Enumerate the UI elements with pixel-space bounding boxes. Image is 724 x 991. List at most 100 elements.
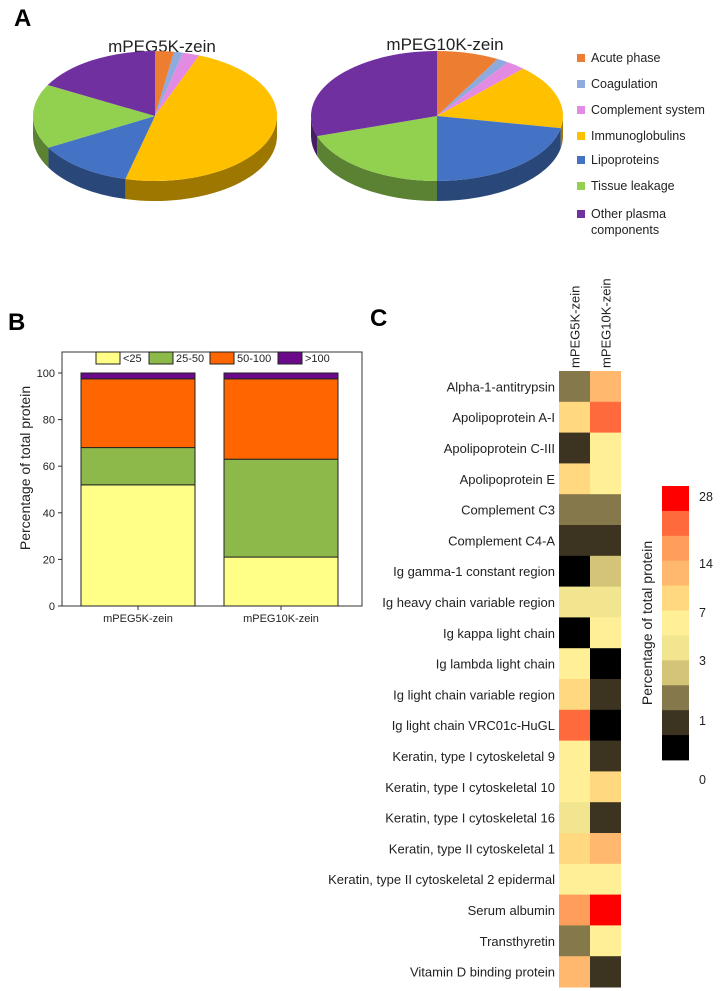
heatmap-row-label: Apolipoprotein C-III <box>444 441 555 456</box>
panel-label-b: B <box>8 309 25 336</box>
heatmap-cell-vitamin-d-binding-protein-mpeg5k-zein <box>559 956 590 988</box>
heatmap-cell-keratin-type-i-cytoskeletal-9-mpeg10k-zein <box>590 740 621 772</box>
pie-mpeg5k-slice-other-plasma-components <box>47 51 155 116</box>
pie-mpeg5k-slice-coagulation <box>155 51 184 116</box>
heatmap-cell-ig-kappa-light-chain-mpeg10k-zein <box>590 617 621 649</box>
heatmap-cell-keratin-type-i-cytoskeletal-9-mpeg5k-zein <box>559 740 590 772</box>
colorbar-segment <box>662 585 689 611</box>
pie-mpeg10k-slice-other-plasma-components <box>310 51 437 137</box>
heatmap-cell-apolipoprotein-e-mpeg10k-zein <box>590 463 621 495</box>
legend-label-immunoglobulins: Immunoglobulins <box>591 129 686 143</box>
panel-label-c: C <box>370 305 387 332</box>
heatmap-cell-keratin-type-ii-cytoskeletal-1-mpeg10k-zein <box>590 833 621 865</box>
heatmap-cell-complement-c4-a-mpeg10k-zein <box>590 525 621 557</box>
panel-label-a: A <box>14 5 31 32</box>
colorbar-tick-label: 28 <box>699 490 713 504</box>
heatmap-row-label: Keratin, type II cytoskeletal 1 <box>389 841 555 856</box>
heatmap-cell-keratin-type-ii-cytoskeletal-2-epidermal-mpeg5k-zein <box>559 863 590 896</box>
pie-mpeg10k-side-lipoproteins <box>437 128 561 201</box>
pie-chart-mpeg5k: mPEG5K-zein <box>32 37 277 201</box>
heatmap-cell-ig-heavy-chain-variable-region-mpeg5k-zein <box>559 586 590 618</box>
colorbar-tick-label: 0 <box>699 773 706 787</box>
heatmap-row-label: Alpha-1-antitrypsin <box>447 379 555 394</box>
pie-mpeg5k-slice-lipoproteins <box>48 116 156 180</box>
pie-mpeg10k-slice-coagulation <box>437 59 508 116</box>
heatmap-cell-ig-light-chain-variable-region-mpeg10k-zein <box>590 679 621 711</box>
heatmap-row-label: Ig gamma-1 constant region <box>393 564 555 579</box>
colorbar-tick-label: 3 <box>699 654 706 668</box>
bar-x-tick-label: mPEG5K-zein <box>103 613 173 625</box>
heatmap-row-label: Ig lambda light chain <box>436 657 555 672</box>
legend-label-other-plasma-components-line2: components <box>591 223 659 237</box>
bar-x-tick-label: mPEG10K-zein <box>243 613 319 625</box>
heatmap-cell-ig-lambda-light-chain-mpeg5k-zein <box>559 648 590 680</box>
pie-mpeg5k-slice-complement-system <box>155 52 200 116</box>
heatmap-cell-ig-kappa-light-chain-mpeg5k-zein <box>559 617 590 649</box>
pie-title-mpeg5k: mPEG5K-zein <box>108 37 216 56</box>
heatmap-row-label: Transthyretin <box>480 934 555 949</box>
bar-segment-mpeg10k-zein-25-50 <box>223 458 339 558</box>
colorbar-segment <box>662 660 689 686</box>
heatmap-cell-transthyretin-mpeg10k-zein <box>590 925 621 957</box>
heatmap-cell-keratin-type-ii-cytoskeletal-1-mpeg5k-zein <box>559 833 590 865</box>
heatmap-cell-alpha-1-antitrypsin-mpeg10k-zein <box>590 371 621 403</box>
bar-segment-mpeg10k-zein-gt100 <box>223 372 339 380</box>
heatmap-cell-transthyretin-mpeg5k-zein <box>559 925 590 957</box>
heatmap-cell-ig-lambda-light-chain-mpeg10k-zein <box>590 648 621 680</box>
bar-y-tick-label: 40 <box>43 508 55 520</box>
heatmap-cell-complement-c3-mpeg5k-zein <box>559 494 590 526</box>
bar-y-axis-label: Percentage of total protein <box>17 386 33 550</box>
pie-mpeg10k-side-immunoglobulins <box>560 116 563 149</box>
stacked-bar-chart: Percentage of total protein 0 20 40 60 80 100… <box>17 351 363 625</box>
heatmap-row-label: Ig light chain variable region <box>393 687 555 702</box>
bar-segment-mpeg5k-zein-lt25 <box>80 484 196 607</box>
legend-swatch-acute-phase <box>577 54 585 62</box>
heatmap-row-label: Complement C3 <box>461 503 555 518</box>
bar-y-tick-label: 100 <box>37 368 55 380</box>
colorbar-segment <box>662 685 689 711</box>
colorbar-tick-label: 7 <box>699 606 706 620</box>
legend-label-complement-system: Complement system <box>591 103 705 117</box>
bar-y-tick-label: 20 <box>43 554 55 566</box>
colorbar: Percentage of total protein 28 14 7 3 1 0 <box>639 486 713 787</box>
heatmap: Alpha-1-antitrypsin Apolipoprotein A-I Apo… <box>328 278 621 988</box>
colorbar-segment <box>662 535 689 562</box>
colorbar-segment <box>662 735 689 761</box>
pie-mpeg5k-side-tissue-leakage <box>33 116 49 168</box>
pie-legend: Acute phase Coagulation Complement system I… <box>577 51 705 237</box>
heatmap-cell-ig-gamma-1-constant-region-mpeg5k-zein <box>559 555 590 588</box>
bar-y-tick-label: 80 <box>43 415 55 427</box>
bar-legend-swatch <box>95 351 121 365</box>
heatmap-cell-apolipoprotein-c-iii-mpeg5k-zein <box>559 432 590 464</box>
heatmap-row-label: Apolipoprotein A-I <box>452 410 555 425</box>
heatmap-cell-ig-heavy-chain-variable-region-mpeg10k-zein <box>590 586 621 618</box>
pie-mpeg5k-slice-immunoglobulins <box>125 55 277 182</box>
legend-swatch-immunoglobulins <box>577 132 585 140</box>
heatmap-cell-vitamin-d-binding-protein-mpeg10k-zein <box>590 956 621 988</box>
heatmap-row-label: Ig heavy chain variable region <box>382 595 555 610</box>
heatmap-cell-serum-albumin-mpeg10k-zein <box>590 894 621 926</box>
legend-swatch-tissue-leakage <box>577 182 585 190</box>
legend-label-other-plasma-components: Other plasma <box>591 207 666 221</box>
pie-mpeg10k-slice-acute-phase <box>437 51 498 116</box>
bar-y-tick-label: 0 <box>49 601 55 613</box>
heatmap-cell-complement-c4-a-mpeg5k-zein <box>559 525 590 557</box>
pie-mpeg5k-side-immunoglobulins <box>125 116 277 201</box>
bar-segment-mpeg5k-zein-50-100 <box>80 378 196 449</box>
colorbar-segment <box>662 486 689 512</box>
bar-legend-label: <25 <box>123 353 142 365</box>
heatmap-cell-keratin-type-i-cytoskeletal-10-mpeg10k-zein <box>590 771 621 803</box>
pie-mpeg10k-slice-lipoproteins <box>437 116 561 181</box>
legend-swatch-complement-system <box>577 106 585 114</box>
heatmap-row-label: Ig kappa light chain <box>443 626 555 641</box>
colorbar-label: Percentage of total protein <box>639 541 655 705</box>
heatmap-row-label: Apolipoprotein E <box>460 472 556 487</box>
heatmap-row-label: Complement C4-A <box>448 533 555 548</box>
bar-legend-swatch <box>209 351 235 365</box>
pie-mpeg5k-slice-tissue-leakage <box>32 85 155 148</box>
bar-segment-mpeg10k-zein-lt25 <box>223 556 339 607</box>
pie-mpeg10k-slice-tissue-leakage <box>317 116 437 181</box>
heatmap-row-label: Serum albumin <box>468 903 555 918</box>
heatmap-column-label: mPEG10K-zein <box>599 278 614 368</box>
bar-y-tick-label: 60 <box>43 461 55 473</box>
